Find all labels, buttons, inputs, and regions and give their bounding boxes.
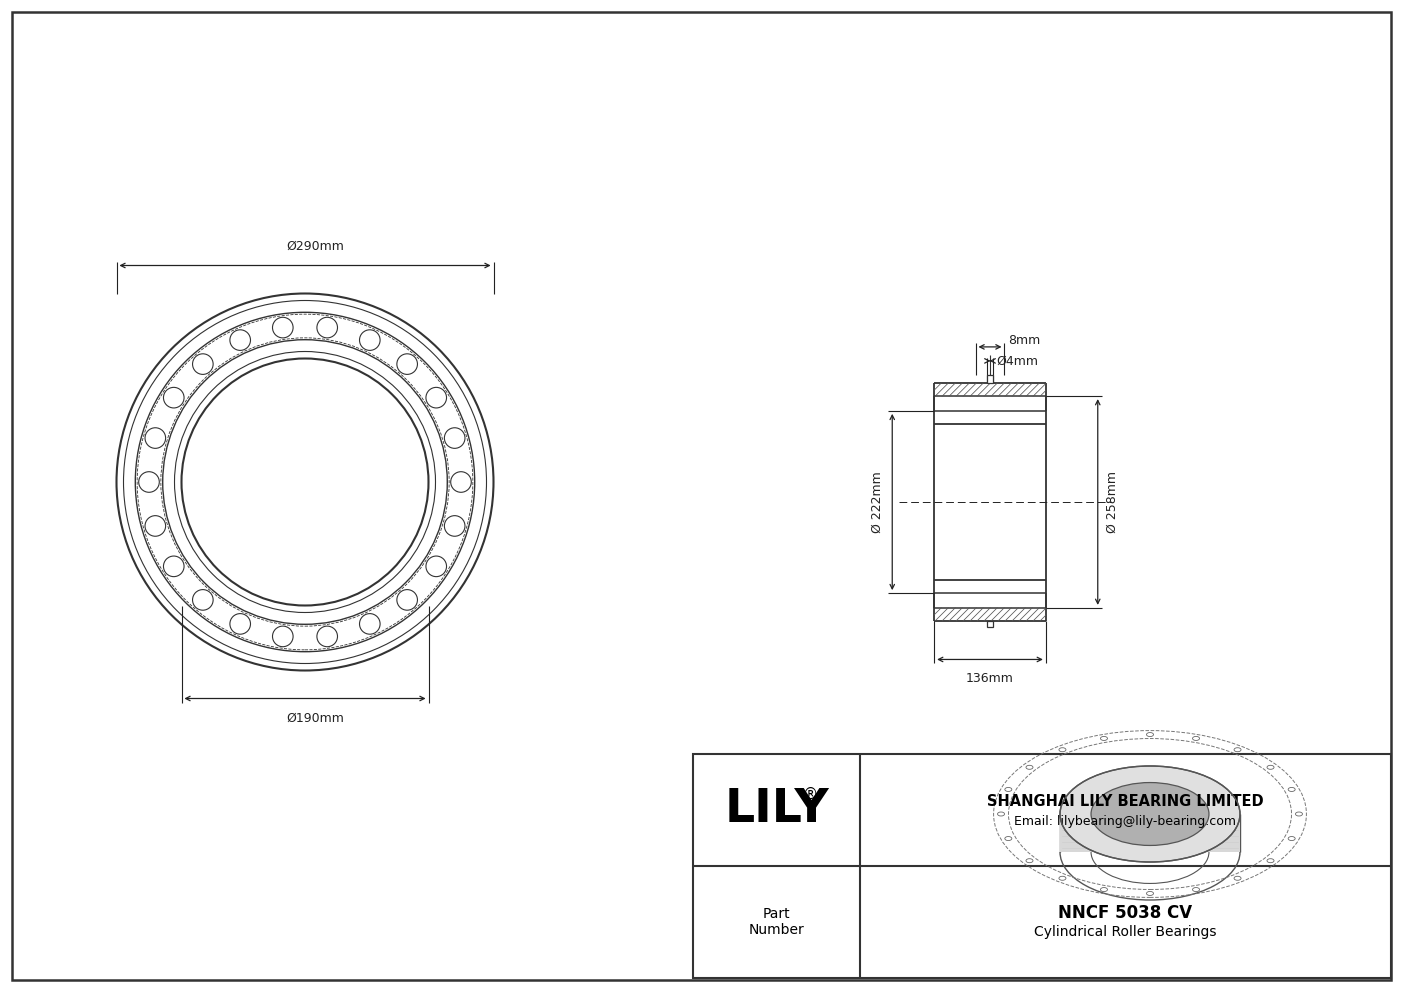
Text: LILY: LILY	[724, 788, 829, 832]
Text: Ø4mm: Ø4mm	[996, 354, 1038, 367]
Ellipse shape	[1092, 783, 1209, 845]
Text: 136mm: 136mm	[967, 673, 1014, 685]
Text: SHANGHAI LILY BEARING LIMITED: SHANGHAI LILY BEARING LIMITED	[988, 794, 1264, 808]
Text: Ø290mm: Ø290mm	[286, 239, 344, 253]
Text: NNCF 5038 CV: NNCF 5038 CV	[1058, 904, 1193, 922]
Text: Part
Number: Part Number	[749, 907, 804, 937]
Text: Ø 222mm: Ø 222mm	[871, 471, 884, 533]
Text: Ø190mm: Ø190mm	[286, 711, 344, 724]
Bar	[986, 621, 993, 628]
Text: Email: lilybearing@lily-bearing.com: Email: lilybearing@lily-bearing.com	[1014, 814, 1236, 827]
Bar	[693, 754, 1390, 978]
Text: 8mm: 8mm	[1009, 334, 1041, 347]
Ellipse shape	[1061, 766, 1240, 862]
Text: ®: ®	[803, 787, 818, 802]
Text: Cylindrical Roller Bearings: Cylindrical Roller Bearings	[1034, 925, 1216, 939]
PathPatch shape	[1061, 814, 1240, 852]
Bar	[986, 375, 993, 383]
Text: Ø 258mm: Ø 258mm	[1106, 471, 1118, 533]
